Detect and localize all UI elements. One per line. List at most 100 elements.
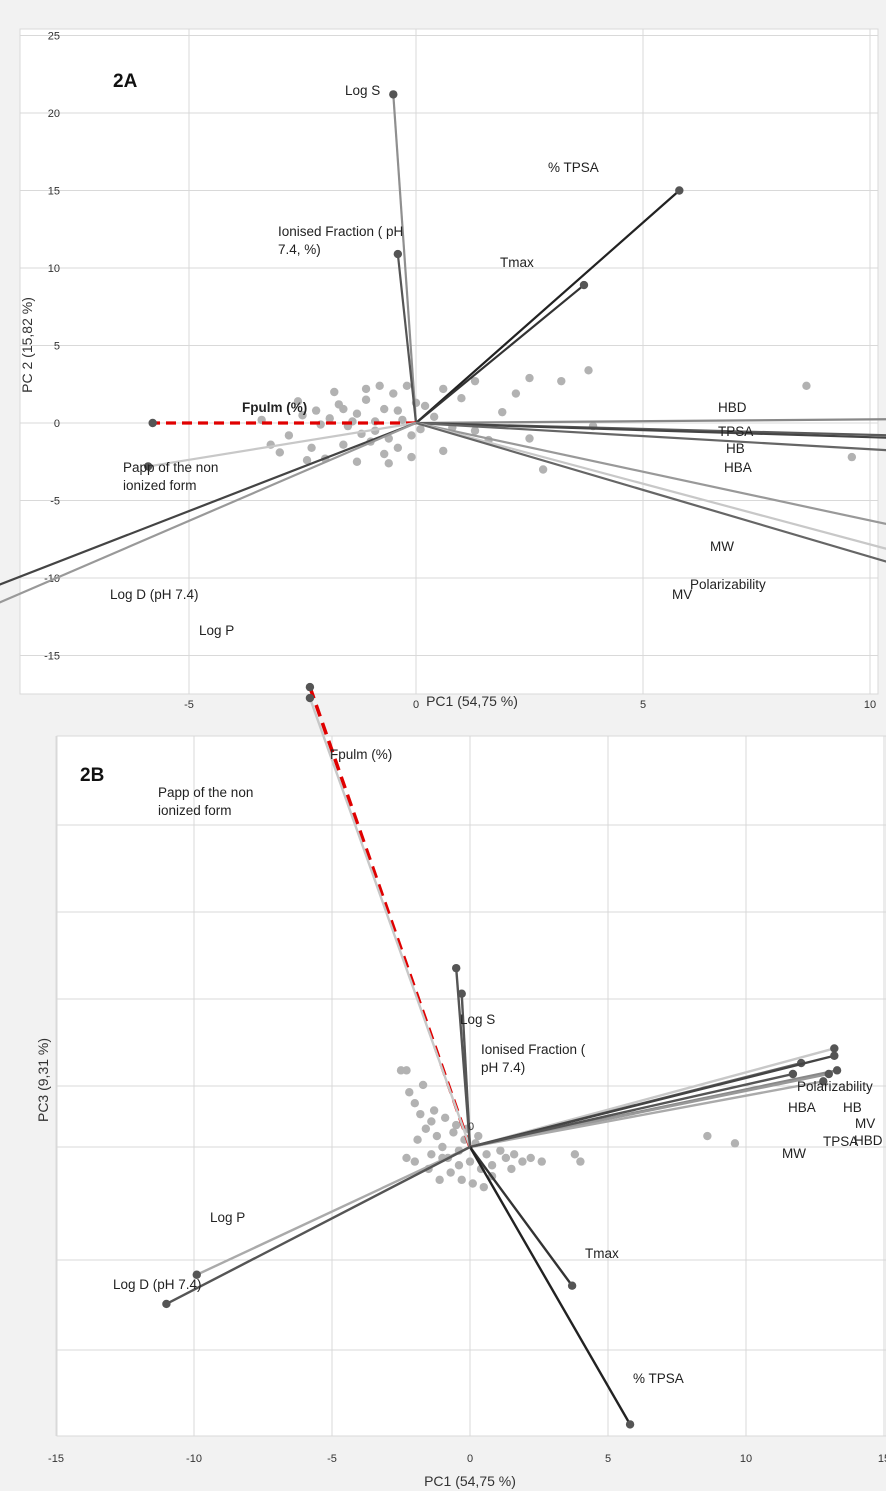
score-point-56 bbox=[393, 406, 403, 415]
vector-log-d-ph-7-4 bbox=[165, 1145, 471, 1306]
score-point-0 bbox=[298, 411, 307, 420]
vector-hbd bbox=[415, 418, 886, 425]
score-point-16 bbox=[482, 1150, 491, 1159]
y-tick-label-10: 10 bbox=[48, 263, 60, 275]
score-point-13 bbox=[465, 1157, 475, 1166]
x-tick-label-5: -5 bbox=[327, 1453, 337, 1465]
vector-endpoint-fpulm bbox=[305, 682, 315, 692]
score-point-6 bbox=[427, 1117, 436, 1126]
vector-label-fpulm: Fpulm (%) bbox=[242, 400, 307, 415]
vector-label-tmax: Tmax bbox=[585, 1246, 619, 1261]
vector-tpsa bbox=[469, 1080, 824, 1149]
score-point-35 bbox=[479, 1182, 488, 1192]
score-point-28 bbox=[339, 440, 348, 449]
vector-endpoint-ionised-fraction-ph-7-4 bbox=[457, 989, 466, 998]
score-point-23 bbox=[537, 1157, 546, 1166]
x-tick-label-0: 0 bbox=[413, 699, 419, 711]
score-point-31 bbox=[380, 449, 389, 459]
score-point-13 bbox=[429, 412, 439, 421]
score-point-38 bbox=[330, 387, 339, 397]
score-point-20 bbox=[511, 389, 521, 398]
vector-endpoint-papp-of-the-non-ionized-form bbox=[305, 693, 315, 703]
vector-hba bbox=[415, 421, 886, 452]
vector-label-hb: HB bbox=[843, 1100, 862, 1115]
score-point-39 bbox=[452, 1120, 461, 1130]
vector-ionised-fraction-ph-7-4 bbox=[396, 253, 418, 424]
vector-tmax bbox=[469, 1146, 574, 1287]
score-point-9 bbox=[389, 389, 398, 398]
x-tick-label-0: 0 bbox=[467, 1453, 473, 1465]
score-point-24 bbox=[570, 1150, 580, 1159]
score-point-59 bbox=[384, 459, 393, 468]
vector-endpoint-log-d-ph-7-4 bbox=[162, 1299, 171, 1309]
score-point-10 bbox=[398, 415, 407, 425]
chart-2a-x-axis-title: PC1 (54,75 %) bbox=[426, 693, 518, 709]
x-tick-label-10: 10 bbox=[864, 699, 876, 711]
vector-label-ionised-fraction-ph-7-4: Ionised Fraction ( pH 7.4, %) bbox=[278, 224, 403, 257]
vector-endpoint-tmax bbox=[579, 280, 589, 290]
vector-label-polarizability: Polarizability bbox=[797, 1079, 873, 1094]
vector-endpoint-mv bbox=[832, 1066, 842, 1075]
score-point-21 bbox=[525, 373, 534, 383]
score-point-2 bbox=[325, 414, 334, 423]
vector-log-d-ph-7-4 bbox=[0, 421, 417, 586]
vector-log-p bbox=[196, 1145, 471, 1276]
x-tick-label-5: 5 bbox=[640, 699, 646, 711]
score-point-19 bbox=[501, 1153, 511, 1163]
chart-2a-y-axis-title: PC 2 (15,82 %) bbox=[19, 297, 35, 393]
chart-2b-origin-label: 0 bbox=[468, 1121, 474, 1133]
score-point-2 bbox=[405, 1088, 414, 1097]
score-point-47 bbox=[427, 1150, 436, 1159]
vector-endpoint-hb bbox=[830, 1051, 839, 1060]
chart-2a-plot-area bbox=[19, 28, 879, 695]
vector-endpoint-hbd bbox=[824, 1069, 833, 1079]
score-point-1 bbox=[402, 1066, 411, 1075]
chart-2b-x-axis-title: PC1 (54,75 %) bbox=[424, 1473, 516, 1489]
vector-label-log-p: Log P bbox=[199, 623, 234, 638]
score-point-28 bbox=[410, 1157, 419, 1166]
score-point-25 bbox=[576, 1157, 585, 1166]
score-point-32 bbox=[393, 443, 403, 452]
score-point-11 bbox=[407, 431, 416, 440]
score-point-47 bbox=[302, 456, 312, 465]
score-point-7 bbox=[432, 1131, 442, 1141]
y-tick-label-0: 0 bbox=[54, 418, 60, 430]
vector-label-hba: HBA bbox=[724, 460, 752, 475]
score-point-45 bbox=[507, 1164, 516, 1174]
vector-tpsa bbox=[468, 1146, 632, 1425]
vector-mv bbox=[415, 421, 886, 563]
score-point-37 bbox=[429, 1106, 439, 1115]
vector-tmax bbox=[415, 284, 585, 424]
score-point-57 bbox=[361, 384, 371, 394]
vector-tpsa bbox=[415, 189, 681, 424]
vector-endpoint-log-p bbox=[192, 1270, 201, 1279]
score-point-38 bbox=[440, 1113, 450, 1123]
vector-label-tpsa: % TPSA bbox=[633, 1371, 684, 1386]
chart-2b: -15 -10 -5 0 5 10 15 Fpulm (%) Papp of the noni… bbox=[35, 682, 886, 1489]
vector-label-tpsa: TPSA bbox=[823, 1134, 858, 1149]
chart-2b-vector-labels: Fpulm (%) Papp of the non ionized form Log … bbox=[113, 747, 883, 1386]
score-point-21 bbox=[518, 1157, 527, 1166]
vector-endpoint-tpsa bbox=[675, 186, 684, 195]
vector-label-hbd: HBD bbox=[854, 1133, 883, 1148]
vector-label-papp-of-the-non-ionized-form: Papp of the non ionized form bbox=[158, 785, 253, 818]
vector-label-mv: MV bbox=[855, 1116, 875, 1131]
vector-label-mw: MW bbox=[782, 1146, 806, 1161]
vector-label-log-s: Log S bbox=[345, 83, 380, 98]
score-point-41 bbox=[474, 1131, 483, 1141]
chart-2b-vectors bbox=[162, 682, 842, 1429]
vector-papp-of-the-non-ionized-form bbox=[147, 421, 417, 468]
vector-label-ionised-fraction-ph-7-4: Ionised Fraction (pH 7.4) bbox=[481, 1042, 586, 1075]
score-point-27 bbox=[730, 1139, 740, 1148]
vector-endpoint-tmax bbox=[567, 1281, 577, 1290]
score-point-52 bbox=[802, 381, 811, 390]
vector-endpoint-mw bbox=[788, 1069, 798, 1079]
score-point-10 bbox=[449, 1128, 458, 1137]
vector-label-tpsa: TPSA bbox=[718, 424, 753, 439]
score-point-34 bbox=[275, 448, 284, 457]
vector-label-hb: HB bbox=[726, 441, 745, 456]
score-point-14 bbox=[439, 384, 448, 394]
vector-endpoint-ionised-fraction-ph-7-4 bbox=[393, 249, 403, 259]
vector-label-log-d-ph-7-4: Log D (pH 7.4) bbox=[110, 587, 199, 602]
vector-label-hbd: HBD bbox=[718, 400, 747, 415]
